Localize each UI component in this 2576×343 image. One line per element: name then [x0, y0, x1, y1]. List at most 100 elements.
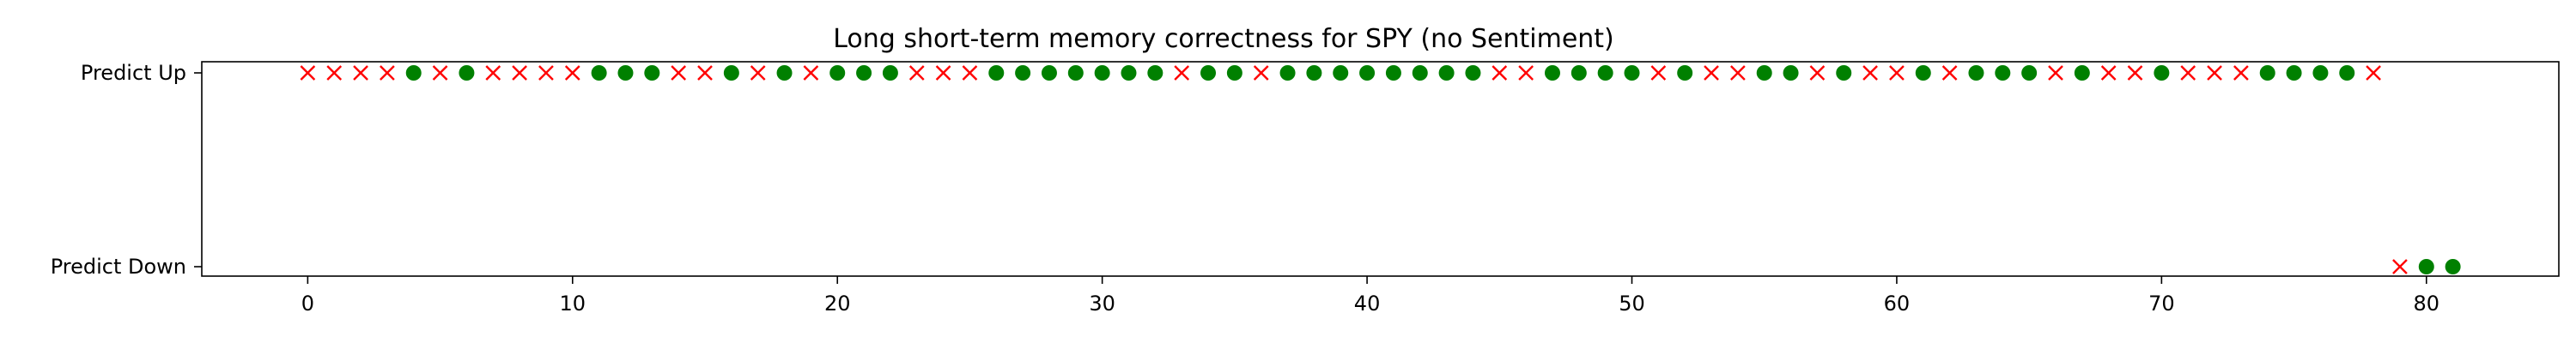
x-tick-label-50: 50	[1619, 292, 1645, 316]
point-correct-63	[1968, 65, 1984, 81]
point-incorrect-23	[908, 65, 925, 81]
point-correct-6	[459, 65, 475, 81]
point-incorrect-68	[2100, 65, 2117, 81]
point-correct-65	[2021, 65, 2038, 81]
point-correct-28	[1041, 65, 1057, 81]
point-correct-64	[1995, 65, 2011, 81]
point-correct-30	[1094, 65, 1110, 81]
point-incorrect-66	[2048, 65, 2063, 81]
point-correct-18	[776, 65, 793, 81]
point-correct-52	[1677, 65, 1693, 81]
point-correct-11	[591, 65, 607, 81]
point-incorrect-33	[1174, 65, 1190, 81]
point-correct-75	[2286, 65, 2302, 81]
point-incorrect-57	[1809, 65, 1826, 81]
point-incorrect-10	[564, 65, 580, 81]
point-incorrect-19	[803, 65, 819, 81]
point-correct-31	[1121, 65, 1137, 81]
point-correct-34	[1200, 65, 1217, 81]
point-correct-43	[1438, 65, 1455, 81]
point-correct-22	[882, 65, 898, 81]
point-correct-70	[2154, 65, 2170, 81]
chart-title: Long short-term memory correctness for S…	[833, 24, 1614, 54]
point-incorrect-36	[1253, 65, 1269, 81]
point-correct-56	[1783, 65, 1799, 81]
point-incorrect-45	[1492, 65, 1508, 81]
point-incorrect-53	[1704, 65, 1719, 81]
point-correct-32	[1147, 65, 1163, 81]
point-incorrect-25	[962, 65, 978, 81]
point-incorrect-73	[2233, 65, 2249, 81]
point-incorrect-72	[2207, 65, 2222, 81]
point-incorrect-2	[353, 65, 368, 81]
point-correct-13	[644, 65, 660, 81]
point-correct-35	[1226, 65, 1242, 81]
point-correct-21	[856, 65, 872, 81]
x-tick-label-10: 10	[560, 292, 586, 316]
x-tick-label-80: 80	[2414, 292, 2440, 316]
point-correct-50	[1624, 65, 1640, 81]
point-incorrect-5	[432, 65, 448, 81]
point-correct-40	[1359, 65, 1376, 81]
point-incorrect-17	[750, 65, 766, 81]
point-correct-16	[723, 65, 739, 81]
point-correct-12	[617, 65, 634, 81]
point-incorrect-62	[1941, 65, 1958, 81]
point-incorrect-15	[697, 65, 713, 81]
point-incorrect-9	[538, 65, 554, 81]
point-correct-58	[1836, 65, 1852, 81]
point-incorrect-8	[512, 65, 527, 81]
point-correct-80	[2418, 259, 2434, 274]
point-correct-42	[1412, 65, 1428, 81]
point-incorrect-60	[1889, 65, 1905, 81]
y-tick-label-down: Predict Down	[51, 255, 186, 279]
point-correct-26	[988, 65, 1005, 81]
point-correct-39	[1333, 65, 1349, 81]
plot-area-frame	[201, 61, 2560, 277]
point-correct-76	[2312, 65, 2329, 81]
point-correct-38	[1306, 65, 1322, 81]
point-correct-74	[2259, 65, 2275, 81]
x-tick-label-0: 0	[301, 292, 314, 316]
point-incorrect-7	[485, 65, 501, 81]
x-tick-label-60: 60	[1884, 292, 1911, 316]
plot-marks	[300, 65, 2461, 274]
point-incorrect-24	[935, 65, 951, 81]
point-incorrect-51	[1650, 65, 1667, 81]
point-correct-29	[1067, 65, 1084, 81]
point-correct-44	[1465, 65, 1481, 81]
point-incorrect-1	[326, 65, 343, 81]
point-incorrect-79	[2392, 259, 2408, 274]
point-correct-77	[2339, 65, 2355, 81]
point-correct-47	[1544, 65, 1560, 81]
x-axis: 0 10 20 30 40 50 60 70 80	[301, 276, 2439, 316]
point-incorrect-46	[1518, 65, 1534, 81]
point-correct-27	[1015, 65, 1031, 81]
x-tick-label-70: 70	[2148, 292, 2175, 316]
point-incorrect-3	[380, 65, 395, 81]
point-correct-20	[829, 65, 846, 81]
x-tick-label-30: 30	[1089, 292, 1115, 316]
point-incorrect-78	[2366, 65, 2381, 81]
y-tick-label-up: Predict Up	[81, 61, 186, 85]
point-incorrect-0	[300, 65, 316, 81]
x-tick-label-20: 20	[824, 292, 851, 316]
point-correct-67	[2074, 65, 2090, 81]
point-correct-4	[405, 65, 422, 81]
point-correct-49	[1597, 65, 1613, 81]
point-incorrect-71	[2180, 65, 2196, 81]
point-incorrect-59	[1862, 65, 1878, 81]
point-correct-81	[2445, 259, 2461, 274]
point-correct-55	[1756, 65, 1772, 81]
point-correct-41	[1385, 65, 1401, 81]
point-correct-61	[1915, 65, 1931, 81]
point-incorrect-14	[671, 65, 687, 81]
point-incorrect-69	[2127, 65, 2143, 81]
point-correct-48	[1571, 65, 1587, 81]
point-incorrect-54	[1730, 65, 1746, 81]
x-tick-label-40: 40	[1354, 292, 1381, 316]
y-axis: Predict Up Predict Down	[51, 61, 202, 279]
point-correct-37	[1279, 65, 1296, 81]
